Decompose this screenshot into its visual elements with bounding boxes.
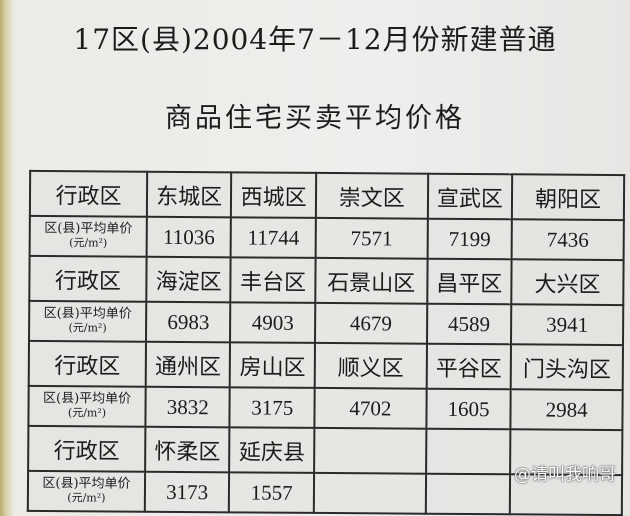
average-price: 3832 [145, 386, 231, 428]
average-price: 4679 [314, 302, 427, 344]
district-name: 门头沟区 [510, 344, 623, 391]
average-price [313, 472, 426, 514]
district-name: 宣武区 [427, 173, 513, 220]
district-row: 行政区 海淀区 丰台区 石景山区 昌平区 大兴区 [29, 255, 624, 306]
average-price: 4702 [314, 387, 427, 429]
price-row: 区(县)平均单价 (元/m²) 6983 4903 4679 4589 3941 [29, 300, 624, 346]
price-unit: (元/m²) [69, 236, 108, 250]
district-name: 顺义区 [314, 342, 427, 389]
average-price: 6983 [146, 301, 231, 343]
price-row: 区(县)平均单价 (元/m²) 3832 3175 4702 1605 2984 [28, 385, 623, 431]
price-label: 区(县)平均单价 [43, 306, 132, 322]
average-price: 11036 [146, 216, 232, 258]
average-price: 7199 [427, 218, 513, 260]
average-price [425, 473, 511, 515]
document-title-line2: 商品住宅买卖平均价格 [165, 103, 465, 134]
price-header-label: 区(县)平均单价 (元/m²) [29, 215, 147, 257]
average-price: 4903 [230, 302, 316, 343]
average-price: 7436 [511, 219, 624, 261]
district-name: 石景山区 [315, 257, 428, 304]
district-row: 行政区 通州区 房山区 顺义区 平谷区 门头沟区 [28, 340, 623, 391]
district-header-label: 行政区 [29, 255, 147, 302]
district-name [314, 427, 427, 474]
average-price: 1557 [229, 472, 315, 513]
document-title-line1: 17区(县)2004年7－12月份新建普通 [73, 23, 557, 56]
district-name: 怀柔区 [145, 426, 230, 473]
district-name: 延庆县 [229, 427, 315, 473]
district-name: 东城区 [146, 171, 232, 218]
watermark: @请叫我响哥 [514, 465, 616, 485]
price-unit: (元/m²) [67, 406, 107, 420]
district-name: 丰台区 [230, 257, 316, 303]
district-name: 朝阳区 [512, 174, 625, 221]
price-header-label: 区(县)平均单价 (元/m²) [27, 470, 146, 512]
average-price: 1605 [426, 388, 511, 430]
district-header-label: 行政区 [28, 425, 146, 472]
average-price: 3175 [229, 387, 315, 428]
price-label: 区(县)平均单价 [42, 391, 132, 407]
district-name: 平谷区 [426, 343, 512, 390]
district-header-label: 行政区 [29, 170, 148, 217]
average-price: 7571 [315, 217, 428, 259]
price-label: 区(县)平均单价 [44, 221, 133, 237]
average-price: 2984 [510, 389, 623, 431]
district-name [425, 428, 511, 475]
price-header-label: 区(县)平均单价 (元/m²) [29, 300, 147, 342]
district-name: 海淀区 [146, 256, 232, 303]
average-price: 11744 [231, 217, 316, 258]
district-header-label: 行政区 [28, 340, 147, 387]
price-unit: (元/m²) [68, 321, 107, 335]
district-name: 房山区 [230, 342, 315, 388]
price-header-label: 区(县)平均单价 (元/m²) [28, 385, 146, 427]
average-price: 3173 [144, 471, 230, 513]
district-row: 行政区 东城区 西城区 崇文区 宣武区 朝阳区 [29, 170, 625, 221]
district-name: 崇文区 [315, 172, 428, 219]
price-row: 区(县)平均单价 (元/m²) 11036 11744 7571 7199 7436 [29, 215, 624, 261]
price-unit: (元/m²) [67, 491, 106, 505]
average-price: 3941 [511, 304, 624, 346]
district-name: 通州区 [145, 341, 231, 388]
district-name: 西城区 [231, 172, 317, 218]
district-name: 昌平区 [426, 258, 512, 305]
price-label: 区(县)平均单价 [42, 476, 131, 492]
average-price: 4589 [426, 303, 512, 345]
district-name: 大兴区 [511, 259, 624, 306]
